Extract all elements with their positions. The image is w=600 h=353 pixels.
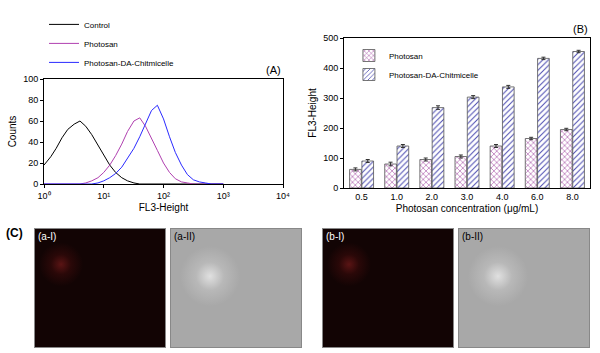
svg-text:Photosan concentration (μg/mL): Photosan concentration (μg/mL)	[396, 203, 539, 214]
svg-text:10³: 10³	[217, 191, 230, 201]
html-text:(a-II): (a-II)	[174, 231, 196, 242]
svg-text:FL3-Height: FL3-Height	[139, 202, 189, 213]
html-text:(b-I): (b-I)	[326, 231, 345, 242]
svg-text:200: 200	[323, 123, 338, 133]
svg-text:100: 100	[323, 153, 338, 163]
svg-text:0: 0	[33, 179, 38, 189]
svg-text:Photosan: Photosan	[389, 52, 423, 61]
html-text:(a-I): (a-I)	[38, 231, 57, 242]
svg-text:10²: 10²	[157, 191, 170, 201]
svg-text:10¹: 10¹	[97, 191, 110, 201]
svg-text:Photosan-DA-Chitmicelle: Photosan-DA-Chitmicelle	[84, 59, 174, 68]
svg-text:60: 60	[28, 116, 38, 126]
svg-text:6.0: 6.0	[531, 192, 544, 202]
svg-text:(A): (A)	[266, 64, 281, 76]
html-text:(b-II): (b-II)	[462, 231, 484, 242]
svg-text:400: 400	[323, 63, 338, 73]
svg-text:10⁴: 10⁴	[276, 191, 290, 201]
svg-text:8.0: 8.0	[566, 192, 579, 202]
svg-text:3.0: 3.0	[461, 192, 474, 202]
svg-text:40: 40	[28, 137, 38, 147]
svg-text:1.0: 1.0	[390, 192, 403, 202]
svg-text:2.0: 2.0	[426, 192, 439, 202]
svg-text:Control: Control	[84, 21, 110, 30]
svg-text:Counts: Counts	[7, 116, 18, 148]
svg-text:0.5: 0.5	[355, 192, 368, 202]
html-text:(C): (C)	[6, 226, 23, 240]
svg-text:0: 0	[333, 183, 338, 193]
svg-text:Photosan-DA-Chitmicelle: Photosan-DA-Chitmicelle	[389, 71, 479, 80]
svg-text:Photosan: Photosan	[84, 40, 118, 49]
svg-text:10⁰: 10⁰	[37, 191, 50, 201]
svg-text:500: 500	[323, 33, 338, 43]
svg-text:20: 20	[28, 158, 38, 168]
svg-text:4.0: 4.0	[496, 192, 509, 202]
svg-text:(B): (B)	[573, 23, 588, 35]
svg-text:80: 80	[28, 95, 38, 105]
svg-text:300: 300	[323, 93, 338, 103]
svg-text:FL3-Height: FL3-Height	[307, 88, 318, 138]
svg-text:100: 100	[23, 74, 38, 84]
